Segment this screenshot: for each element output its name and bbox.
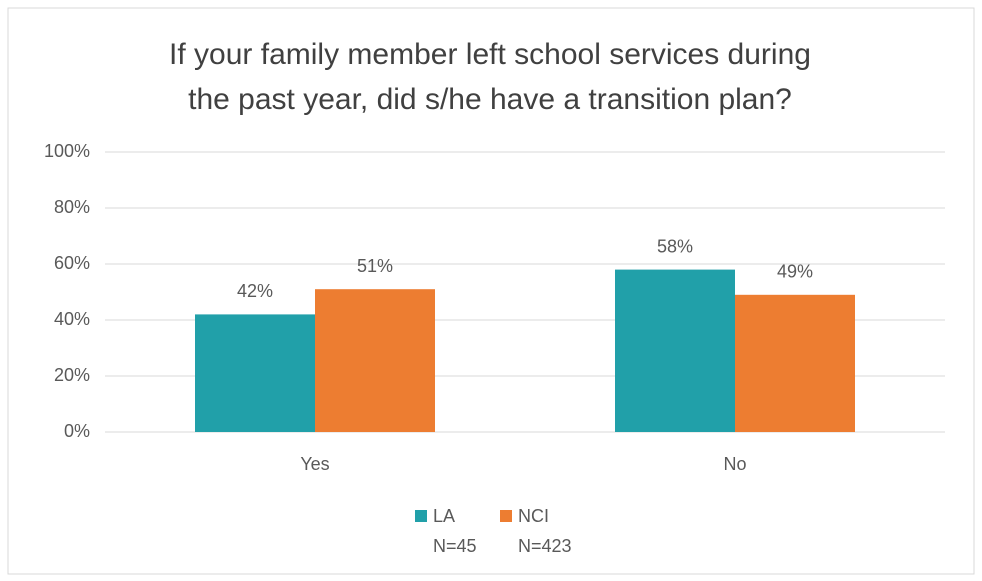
data-label: 58% xyxy=(657,236,693,256)
legend-swatch xyxy=(415,510,427,522)
x-tick-label: No xyxy=(723,454,746,474)
y-tick-label: 40% xyxy=(54,309,90,329)
chart-title: the past year, did s/he have a transitio… xyxy=(188,83,792,116)
y-tick-label: 60% xyxy=(54,253,90,273)
bar xyxy=(615,269,735,432)
legend-swatch xyxy=(500,510,512,522)
bar xyxy=(735,294,855,432)
legend-label: LA xyxy=(433,506,455,526)
legend-note: N=423 xyxy=(518,536,572,556)
y-tick-label: 20% xyxy=(54,365,90,385)
bar xyxy=(315,289,435,432)
chart-title: If your family member left school servic… xyxy=(169,38,811,71)
data-label: 51% xyxy=(357,256,393,276)
y-tick-label: 100% xyxy=(44,141,90,161)
y-tick-label: 0% xyxy=(64,421,90,441)
data-label: 49% xyxy=(777,262,813,282)
chart-border xyxy=(7,7,975,575)
legend-note: N=45 xyxy=(433,536,477,556)
x-tick-label: Yes xyxy=(300,454,329,474)
legend-label: NCI xyxy=(518,506,549,526)
data-label: 42% xyxy=(237,281,273,301)
y-tick-label: 80% xyxy=(54,197,90,217)
bar xyxy=(195,314,315,432)
